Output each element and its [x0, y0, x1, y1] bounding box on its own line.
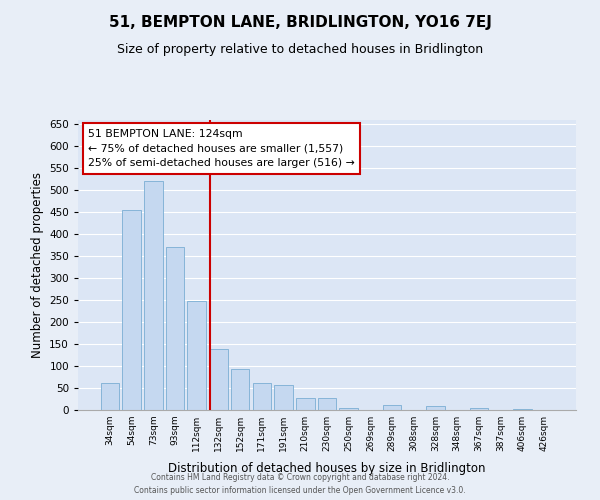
Bar — [144, 180, 163, 410]
Bar — [318, 398, 336, 410]
X-axis label: Distribution of detached houses by size in Bridlington: Distribution of detached houses by size … — [168, 462, 486, 475]
Text: Contains HM Land Registry data © Crown copyright and database right 2024.
Contai: Contains HM Land Registry data © Crown c… — [134, 474, 466, 495]
Text: Size of property relative to detached houses in Bridlington: Size of property relative to detached ho… — [117, 42, 483, 56]
Bar — [209, 350, 227, 410]
Bar — [166, 248, 184, 410]
Bar — [427, 406, 445, 410]
Text: 51, BEMPTON LANE, BRIDLINGTON, YO16 7EJ: 51, BEMPTON LANE, BRIDLINGTON, YO16 7EJ — [109, 15, 491, 30]
Bar — [101, 383, 119, 410]
Bar — [274, 385, 293, 410]
Bar — [231, 369, 250, 410]
Y-axis label: Number of detached properties: Number of detached properties — [31, 172, 44, 358]
Bar — [187, 301, 206, 410]
Text: 51 BEMPTON LANE: 124sqm
← 75% of detached houses are smaller (1,557)
25% of semi: 51 BEMPTON LANE: 124sqm ← 75% of detache… — [88, 128, 355, 168]
Bar — [122, 210, 141, 410]
Bar — [383, 404, 401, 410]
Bar — [340, 408, 358, 410]
Bar — [296, 398, 314, 410]
Bar — [513, 409, 532, 410]
Bar — [253, 383, 271, 410]
Bar — [470, 408, 488, 410]
